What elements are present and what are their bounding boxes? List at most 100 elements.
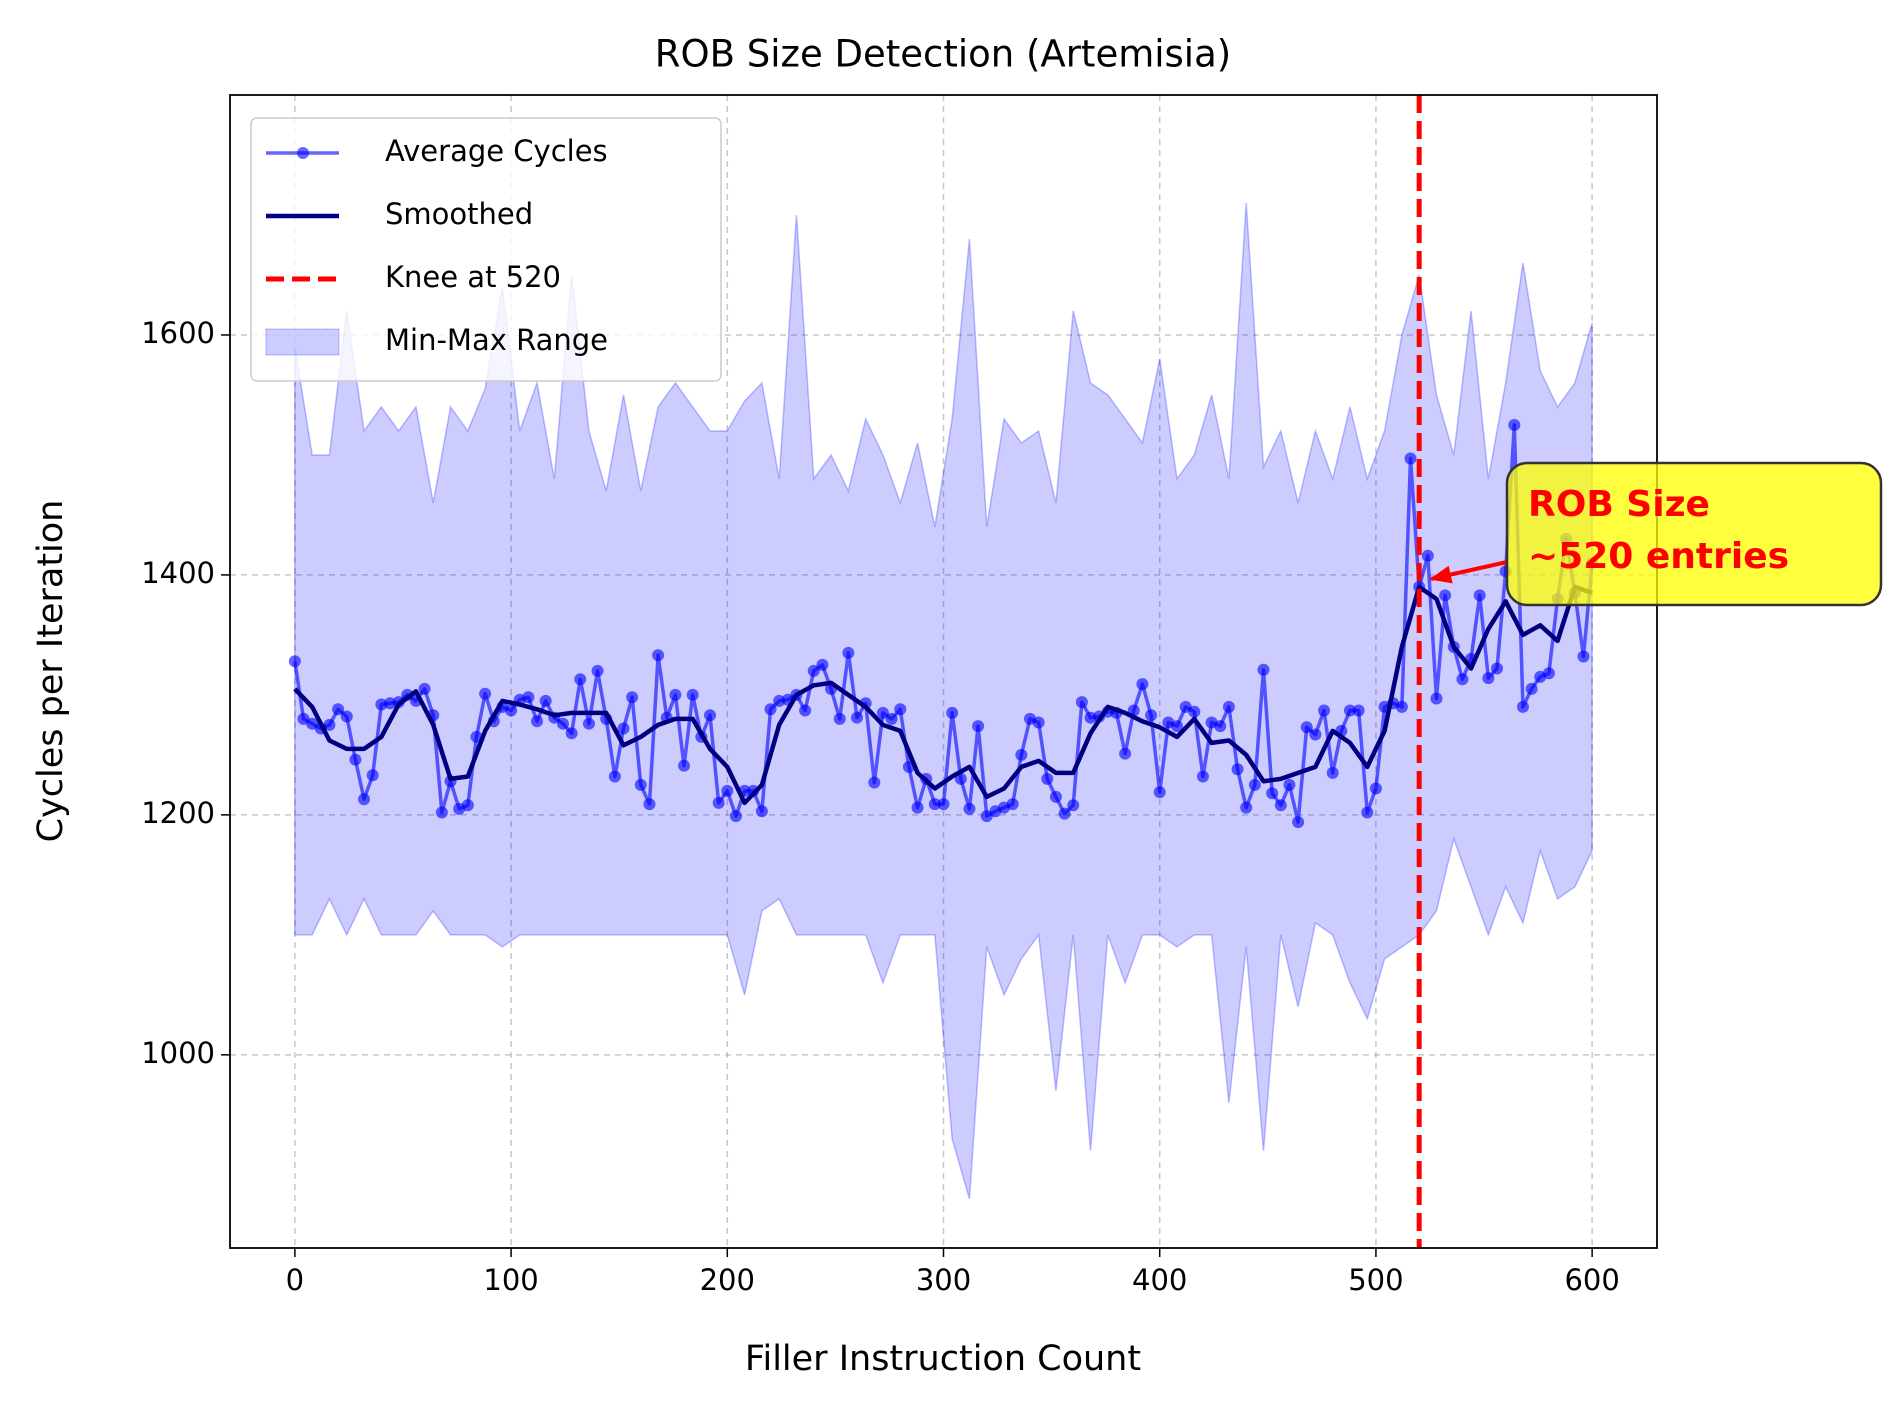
y-tick-label: 1000 <box>141 1036 215 1070</box>
data-point <box>539 694 552 707</box>
data-point <box>1352 704 1365 717</box>
data-point <box>1283 778 1296 791</box>
data-point <box>461 799 474 812</box>
data-point <box>972 720 985 733</box>
data-point <box>1067 799 1080 812</box>
data-point <box>1542 667 1555 680</box>
data-point <box>1032 716 1045 729</box>
data-point <box>366 769 379 782</box>
data-point <box>1491 662 1504 675</box>
y-axis-label: Cycles per Iteration <box>31 500 71 843</box>
data-point <box>643 798 656 811</box>
data-point <box>1188 705 1201 718</box>
data-point <box>556 717 569 730</box>
y-tick-label: 1400 <box>141 556 215 590</box>
x-tick-label: 0 <box>286 1263 304 1297</box>
data-point <box>435 806 448 819</box>
data-point <box>669 688 682 701</box>
data-point <box>349 753 362 766</box>
y-tick-label: 1200 <box>141 796 215 830</box>
x-tick-label: 400 <box>1132 1263 1187 1297</box>
data-point <box>1473 589 1486 602</box>
data-point <box>1145 709 1158 722</box>
data-point <box>1482 672 1495 685</box>
data-point <box>937 798 950 811</box>
data-point <box>1343 704 1356 717</box>
data-point <box>1508 418 1521 431</box>
data-point <box>1240 801 1253 814</box>
legend-label: Smoothed <box>385 197 533 231</box>
data-point <box>1058 807 1071 820</box>
data-point <box>565 727 578 740</box>
data-point <box>1171 720 1184 733</box>
plot-frame <box>229 94 1658 1249</box>
data-point <box>686 688 699 701</box>
data-point <box>1369 782 1382 795</box>
legend-label: Min-Max Range <box>385 323 608 357</box>
data-point <box>531 715 544 728</box>
data-point <box>574 673 587 686</box>
data-point <box>1231 763 1244 776</box>
data-point <box>522 691 535 704</box>
data-point <box>1041 772 1054 785</box>
data-point <box>1222 700 1235 713</box>
annotation-arrow <box>1429 560 1508 584</box>
data-point <box>340 710 353 723</box>
data-point <box>1196 770 1209 783</box>
x-axis-label: Filler Instruction Count <box>745 1339 1141 1379</box>
data-point <box>1516 700 1529 713</box>
data-point <box>1456 673 1469 686</box>
data-point <box>626 691 639 704</box>
data-point <box>1326 766 1339 779</box>
data-point <box>1006 798 1019 811</box>
data-point <box>816 658 829 671</box>
data-point <box>479 687 492 700</box>
data-point <box>1430 692 1443 705</box>
data-point <box>608 770 621 783</box>
annotation-box <box>1505 461 1883 607</box>
data-point <box>332 703 345 716</box>
data-point <box>721 784 734 797</box>
data-point <box>1266 787 1279 800</box>
data-point <box>634 778 647 791</box>
x-tick-label: 100 <box>483 1263 538 1297</box>
data-point <box>1300 721 1313 734</box>
data-point <box>928 798 941 811</box>
data-point <box>1136 678 1149 691</box>
data-point <box>833 712 846 725</box>
data-point <box>1274 799 1287 812</box>
data-point <box>764 703 777 716</box>
data-point <box>617 722 630 735</box>
data-point <box>946 706 959 719</box>
data-point <box>876 706 889 719</box>
data-point <box>799 704 812 717</box>
data-point <box>885 712 898 725</box>
chart-title: ROB Size Detection (Artemisia) <box>655 33 1231 76</box>
y-tick-label: 1600 <box>141 316 215 350</box>
data-point <box>1577 650 1590 663</box>
data-point <box>1257 663 1270 676</box>
data-point <box>418 682 431 695</box>
data-point <box>652 649 665 662</box>
legend-box <box>250 117 722 382</box>
data-point <box>505 704 518 717</box>
data-point <box>1248 778 1261 791</box>
data-point <box>582 717 595 730</box>
data-point <box>842 646 855 659</box>
annotation-text: ~520 entries <box>1528 536 1789 577</box>
data-point <box>1153 786 1166 799</box>
data-point <box>1049 790 1062 803</box>
data-point <box>755 805 768 818</box>
data-point <box>358 793 371 806</box>
data-point <box>1292 816 1305 829</box>
annotation-text: ROB Size <box>1528 484 1710 525</box>
data-point <box>323 718 336 731</box>
data-point <box>591 664 604 677</box>
legend-swatch <box>297 147 309 159</box>
data-point <box>1075 696 1088 709</box>
data-point <box>1015 748 1028 761</box>
min-max-band <box>294 202 1593 1200</box>
x-tick-label: 200 <box>700 1263 755 1297</box>
legend-swatch <box>265 328 340 356</box>
